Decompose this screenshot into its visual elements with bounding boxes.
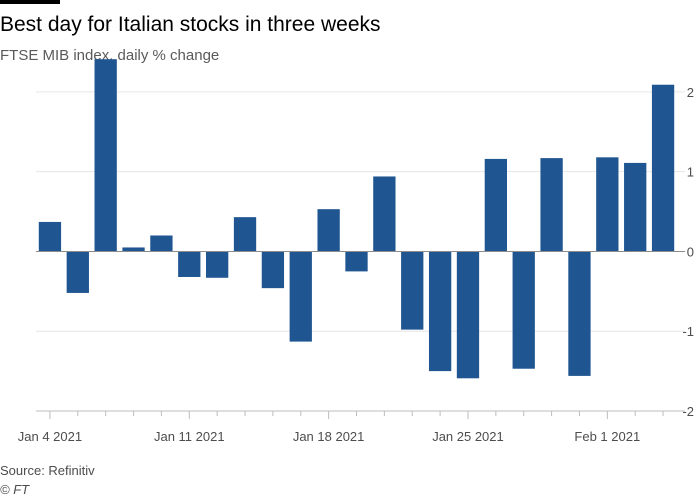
bar-jan-8	[150, 235, 173, 252]
chart-subtitle: FTSE MIB index, daily % change	[0, 47, 220, 64]
bar-jan-13	[233, 217, 257, 252]
bar-feb-1	[596, 157, 619, 252]
y-tick-label: -2	[682, 404, 694, 419]
bars	[38, 59, 675, 379]
bar-jan-11	[178, 251, 201, 277]
bar-jan-18	[317, 209, 340, 252]
bar-jan-25	[456, 251, 480, 379]
x-tick-label: Jan 11 2021	[154, 429, 225, 444]
bar-jan-20	[373, 176, 396, 252]
chart-title: Best day for Italian stocks in three wee…	[0, 13, 381, 36]
y-tick-label: 0	[687, 244, 694, 259]
source-note: Source: Refinitiv	[0, 463, 95, 478]
x-tick-label: Jan 25 2021	[432, 429, 504, 444]
bar-feb-2	[624, 162, 647, 252]
bar-jan-15	[289, 251, 312, 342]
bar-jan-4	[38, 221, 62, 252]
x-tick-label: Jan 18 2021	[293, 429, 365, 444]
bar-jan-22	[428, 251, 452, 372]
ft-credit: © FT	[0, 482, 30, 497]
x-tick-label: Feb 1 2021	[574, 429, 640, 444]
y-tick-label: 2	[687, 85, 694, 100]
y-tick-label: 1	[687, 165, 694, 180]
bar-jan-6	[94, 59, 117, 252]
x-tick-label: Jan 4 2021	[18, 429, 82, 444]
bar-jan-12	[206, 251, 229, 278]
bar-jan-7	[122, 247, 145, 252]
bar-jan-21	[401, 251, 424, 330]
bar-jan-26	[484, 158, 507, 252]
bar-jan-27	[512, 251, 535, 369]
ft-top-bar	[0, 0, 60, 4]
bar-jan-19	[345, 251, 368, 272]
bar-jan-14	[261, 251, 285, 289]
bar-feb-3	[651, 84, 675, 252]
bar-jan-5	[66, 251, 89, 293]
tick-labels: -2 -1 0 1 2 Jan 4 2021 Jan 11 2021 Jan 18 2021 J…	[18, 85, 694, 444]
bar-jan-29	[568, 251, 591, 376]
y-tick-label: -1	[682, 324, 694, 339]
bar-jan-28	[540, 158, 563, 252]
axes	[36, 250, 685, 419]
